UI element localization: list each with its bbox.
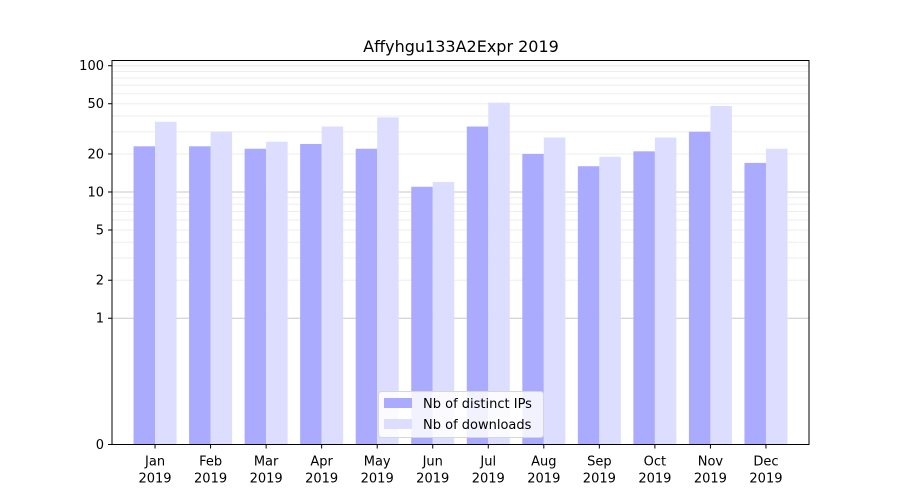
x-tick-label-year: 2019: [583, 472, 616, 487]
x-tick-label-year: 2019: [250, 472, 283, 487]
x-tick-label-month: Nov: [698, 455, 724, 470]
x-tick-label-year: 2019: [138, 472, 171, 487]
y-tick-label: 0: [96, 438, 104, 453]
x-tick-label-month: Jan: [144, 455, 165, 470]
x-axis: Jan 2019 Feb 2019 Mar 2019 Apr 2019 May 2019 Jun 20…: [138, 444, 783, 487]
x-tick-label-month: Dec: [753, 455, 778, 470]
x-tick-label-month: May: [364, 455, 391, 470]
x-tick-label-month: Aug: [531, 455, 556, 470]
bar-downloads-jan: [155, 121, 177, 445]
y-tick-label: 50: [87, 97, 104, 112]
bar-downloads-apr: [321, 126, 344, 445]
bar-downloads-aug: [543, 137, 566, 445]
bar-distinct-ips-jul: [466, 126, 489, 445]
bar-downloads-jun: [432, 181, 455, 445]
bars: [133, 102, 788, 445]
y-tick-label: 1: [96, 312, 104, 327]
x-tick-label-month: Mar: [254, 455, 279, 470]
x-tick-label-month: Oct: [644, 455, 666, 470]
bar-distinct-ips-jun: [411, 186, 433, 445]
bar-distinct-ips-may: [355, 148, 378, 445]
legend-entry: Nb of distinct IPs: [423, 397, 532, 412]
x-tick-label-year: 2019: [416, 472, 449, 487]
bar-distinct-ips-dec: [744, 162, 766, 445]
x-tick-label-year: 2019: [361, 472, 394, 487]
x-tick-label-year: 2019: [305, 472, 338, 487]
bar-downloads-nov: [710, 105, 732, 445]
y-axis: 0 1 2 5 10 20 50 100: [79, 59, 112, 453]
legend: Nb of distinct IPs Nb of downloads: [378, 391, 544, 438]
x-tick-label-year: 2019: [472, 472, 505, 487]
x-tick-label-year: 2019: [194, 472, 227, 487]
x-tick-label-month: Sep: [587, 455, 612, 470]
x-tick-label-year: 2019: [694, 472, 727, 487]
legend-swatch: [384, 398, 412, 408]
bar-downloads-sep: [599, 156, 621, 445]
bar-distinct-ips-mar: [244, 148, 267, 445]
bar-downloads-may: [377, 117, 399, 445]
bar-downloads-oct: [654, 137, 677, 445]
y-tick-label: 2: [96, 274, 104, 289]
bar-distinct-ips-jan: [133, 146, 156, 445]
x-tick-label-year: 2019: [749, 472, 782, 487]
legend-box: [378, 391, 544, 438]
bar-distinct-ips-feb: [189, 146, 211, 445]
x-tick-label-month: Feb: [199, 455, 222, 470]
x-tick-label-year: 2019: [638, 472, 671, 487]
x-tick-label-month: Apr: [310, 455, 333, 470]
y-tick-label: 100: [79, 59, 104, 74]
bar-downloads-mar: [266, 141, 288, 445]
bar-downloads-feb: [210, 131, 233, 445]
y-tick-label: 5: [96, 223, 104, 238]
bar-downloads-jul: [488, 102, 510, 445]
legend-swatch: [384, 419, 412, 429]
bar-distinct-ips-sep: [577, 166, 600, 445]
bar-distinct-ips-apr: [300, 143, 322, 445]
x-tick-label-month: Jun: [422, 455, 443, 470]
plot-frame: [111, 60, 810, 445]
y-tick-label: 10: [87, 185, 104, 200]
bar-distinct-ips-oct: [633, 151, 655, 445]
y-tick-label: 20: [87, 147, 104, 162]
x-tick-label-month: Jul: [479, 455, 496, 470]
bar-distinct-ips-nov: [688, 131, 711, 445]
x-tick-label-year: 2019: [527, 472, 560, 487]
bar-downloads-dec: [765, 148, 788, 445]
chart-title: Affyhgu133A2Expr 2019: [363, 37, 559, 56]
bar-distinct-ips-aug: [522, 153, 544, 445]
legend-entry: Nb of downloads: [423, 418, 532, 433]
